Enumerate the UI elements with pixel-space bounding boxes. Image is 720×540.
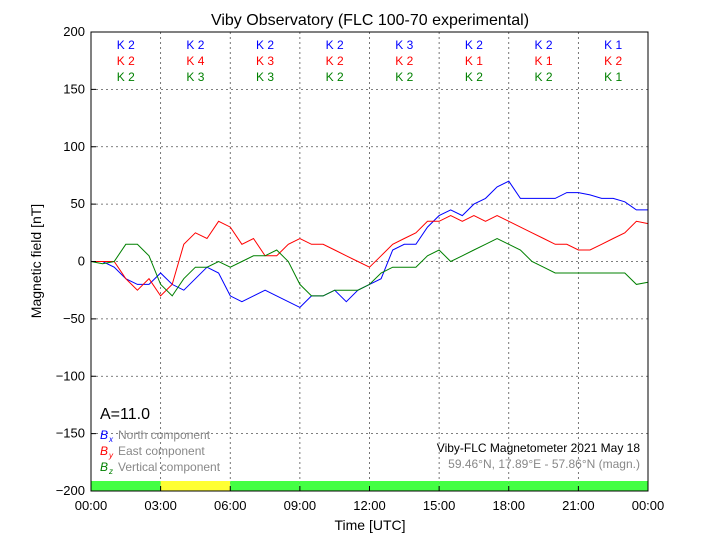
- x-axis-label: Time [UTC]: [334, 517, 405, 533]
- x-tick-label: 00:00: [632, 498, 665, 513]
- k-index-y: K 3: [256, 54, 274, 68]
- activity-segment: [230, 481, 300, 491]
- legend-subscript: z: [108, 467, 113, 476]
- k-index-y: K 2: [117, 54, 135, 68]
- y-axis-label: Magnetic field [nT]: [28, 204, 44, 318]
- activity-segment: [299, 481, 370, 491]
- k-index-z: K 3: [186, 70, 204, 84]
- activity-segment: [369, 481, 440, 491]
- station-coords: 59.46°N, 17.89°E - 57.86°N (magn.): [448, 457, 640, 471]
- k-index-x: K 3: [395, 38, 413, 52]
- x-tick-label: 09:00: [284, 498, 317, 513]
- y-tick-label: −200: [56, 483, 85, 498]
- chart-title: Viby Observatory (FLC 100-70 experimenta…: [211, 12, 529, 29]
- series-line-y: [91, 215, 649, 297]
- k-index-y: K 2: [604, 54, 622, 68]
- activity-segment: [91, 481, 161, 491]
- k-index-z: K 2: [117, 70, 135, 84]
- k-index-x: K 1: [604, 38, 622, 52]
- k-index-x: K 2: [117, 38, 135, 52]
- k-index-y: K 1: [465, 54, 483, 68]
- activity-segment: [578, 481, 648, 491]
- legend-label: East component: [118, 444, 205, 458]
- legend-symbol: B: [100, 444, 108, 458]
- y-tick-label: −50: [63, 311, 85, 326]
- k-index-x: K 2: [465, 38, 483, 52]
- k-index-y: K 2: [395, 54, 413, 68]
- activity-segment: [439, 481, 509, 491]
- x-tick-label: 15:00: [423, 498, 456, 513]
- k-index-z: K 3: [256, 70, 274, 84]
- k-index-x: K 2: [256, 38, 274, 52]
- x-tick-label: 21:00: [562, 498, 595, 513]
- legend-label: North component: [118, 428, 211, 442]
- k-index-z: K 2: [465, 70, 483, 84]
- y-tick-label: 100: [63, 139, 85, 154]
- y-tick-label: 0: [78, 254, 85, 269]
- y-tick-label: 150: [63, 81, 85, 96]
- station-label: Viby-FLC Magnetometer 2021 May 18: [437, 441, 641, 455]
- k-index-x: K 2: [535, 38, 553, 52]
- k-index-z: K 2: [535, 70, 553, 84]
- k-index-x: K 2: [186, 38, 204, 52]
- x-tick-label: 12:00: [353, 498, 386, 513]
- series-line-z: [90, 237, 649, 297]
- activity-segment: [508, 481, 579, 491]
- y-tick-label: 200: [63, 24, 85, 39]
- y-tick-label: 50: [71, 196, 85, 211]
- y-tick-label: −100: [56, 368, 85, 383]
- y-tick-label: −150: [56, 426, 85, 441]
- k-index-x: K 2: [326, 38, 344, 52]
- plot-frame: [90, 31, 649, 492]
- k-index-z: K 1: [604, 70, 622, 84]
- k-index-y: K 1: [535, 54, 553, 68]
- legend-subscript: x: [108, 435, 114, 444]
- k-index-z: K 2: [395, 70, 413, 84]
- k-index-z: K 2: [326, 70, 344, 84]
- legend-symbol: B: [100, 460, 108, 474]
- x-tick-label: 06:00: [214, 498, 247, 513]
- x-tick-label: 03:00: [144, 498, 177, 513]
- activity-segment: [160, 481, 231, 491]
- k-index-y: K 2: [326, 54, 344, 68]
- legend-label: Vertical component: [118, 460, 221, 474]
- x-tick-label: 00:00: [75, 498, 108, 513]
- legend-subscript: y: [108, 451, 114, 460]
- x-tick-label: 18:00: [492, 498, 525, 513]
- legend-symbol: B: [100, 428, 108, 442]
- a-index: A=11.0: [100, 406, 150, 423]
- k-index-y: K 4: [186, 54, 204, 68]
